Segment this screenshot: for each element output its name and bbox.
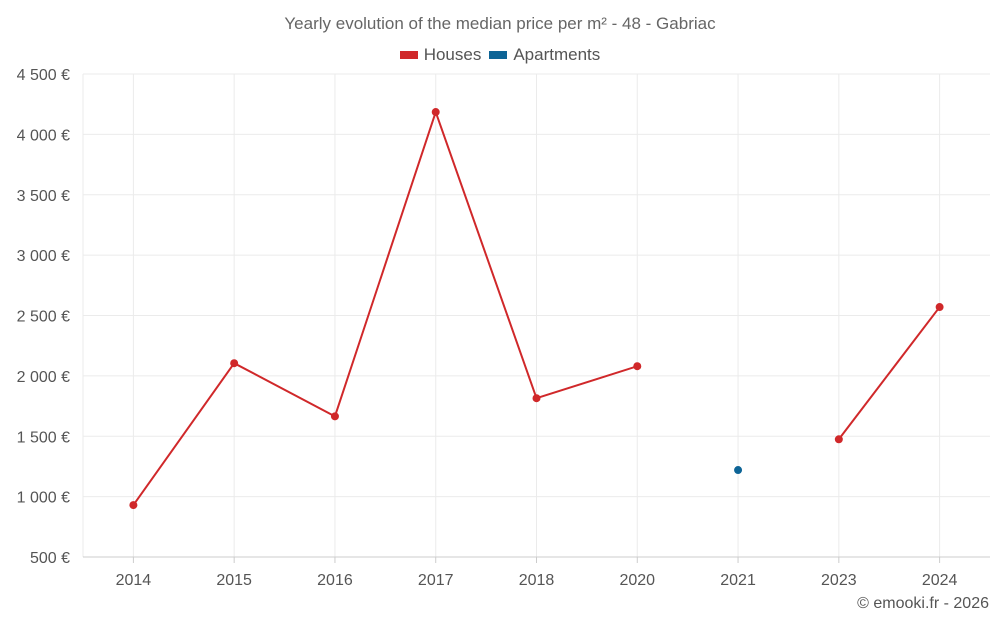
x-tick-label: 2020 <box>619 572 655 589</box>
y-tick-label: 2 000 € <box>17 369 70 386</box>
y-tick-label: 500 € <box>30 550 70 567</box>
x-tick-label: 2021 <box>720 572 756 589</box>
legend-swatch-houses <box>399 51 418 59</box>
y-tick-label: 1 500 € <box>17 429 70 446</box>
y-tick-label: 2 500 € <box>17 309 70 326</box>
x-tick-label: 2016 <box>317 572 353 589</box>
chart-title: Yearly evolution of the median price per… <box>284 14 716 33</box>
credit-text: © emooki.fr - 2026 <box>857 595 989 612</box>
legend-label-apartments: Apartments <box>513 45 601 64</box>
y-tick-label: 4 500 € <box>17 67 70 84</box>
data-point-houses <box>633 362 642 371</box>
data-point-houses <box>431 108 440 117</box>
legend-item-houses[interactable]: Houses <box>399 45 482 65</box>
series-line-houses <box>838 306 941 440</box>
y-tick-label: 1 000 € <box>17 490 70 507</box>
data-point-apartments <box>734 466 743 475</box>
legend-swatch-apartments <box>489 51 508 59</box>
legend-label-houses: Houses <box>423 45 482 64</box>
data-point-houses <box>935 303 944 312</box>
x-tick-label: 2017 <box>418 572 454 589</box>
x-tick-label: 2024 <box>922 572 958 589</box>
data-point-houses <box>532 394 541 403</box>
y-tick-label: 3 000 € <box>17 248 70 265</box>
x-tick-label: 2023 <box>821 572 857 589</box>
chart-legend: Houses Apartments <box>0 45 1000 65</box>
series-line-houses <box>132 111 638 506</box>
x-tick-label: 2015 <box>216 572 252 589</box>
y-tick-label: 3 500 € <box>17 188 70 205</box>
x-tick-label: 2014 <box>116 572 152 589</box>
legend-item-apartments[interactable]: Apartments <box>489 45 600 65</box>
data-point-houses <box>330 412 339 421</box>
y-tick-label: 4 000 € <box>17 127 70 144</box>
data-point-houses <box>230 359 239 368</box>
x-tick-label: 2018 <box>519 572 555 589</box>
data-point-houses <box>129 501 138 510</box>
data-point-houses <box>834 435 843 444</box>
